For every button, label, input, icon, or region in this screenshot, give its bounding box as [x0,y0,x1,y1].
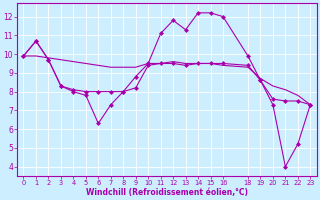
X-axis label: Windchill (Refroidissement éolien,°C): Windchill (Refroidissement éolien,°C) [86,188,248,197]
